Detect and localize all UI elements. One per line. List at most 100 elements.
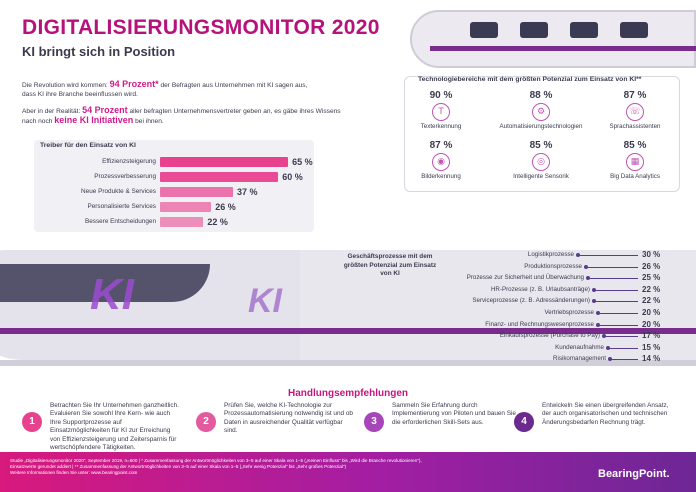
process-line xyxy=(586,266,638,268)
intro-p2-highlight: 54 Prozent xyxy=(82,105,128,115)
process-label: Produktionsprozesse xyxy=(524,262,582,270)
process-label: Prozesse zur Sicherheit und Überwachung xyxy=(466,274,584,282)
intro-p2-highlight-2: keine KI Initiativen xyxy=(54,115,134,125)
recommendation-text: Betrachten Sie Ihr Unternehmen ganzheitl… xyxy=(50,402,179,452)
drivers-panel xyxy=(34,140,314,232)
driver-bar xyxy=(160,187,233,197)
process-line xyxy=(588,278,638,280)
train-top-window xyxy=(620,22,648,38)
tech-item-label: Texterkennung xyxy=(420,123,462,130)
tech-item: 85 % ▦ Big Data Analytics xyxy=(590,140,680,180)
recommendation-text: Sammeln Sie Erfahrung durch Implementier… xyxy=(392,402,516,426)
processes-title: Geschäftsprozesse mit dem größten Potenz… xyxy=(343,253,437,277)
intro-paragraph-2: Aber in der Realität: 54 Prozent aller b… xyxy=(22,106,342,126)
footer-note-3: Weitere Informationen finden Sie unter: … xyxy=(10,470,138,476)
image-recognition-icon: ◉ xyxy=(432,153,450,171)
tech-item: 85 % ◎ Intelligente Sensorik xyxy=(496,140,586,180)
intro-p1-pre: Die Revolution wird kommen: xyxy=(22,82,110,89)
intro-p2-mid: aller befragten Unternehmensvertreter ge… xyxy=(22,108,341,125)
tech-item: 87 % ☏ Sprachassistenten xyxy=(590,90,680,130)
tech-item-label: Automatisierungstechnologien xyxy=(499,123,583,130)
process-label: Vertriebsprozesse xyxy=(544,309,594,316)
recommendation-number: 1 xyxy=(22,412,42,432)
driver-bar xyxy=(160,217,204,227)
tech-item-value: 87 % xyxy=(429,140,453,151)
process-label: Risikomanagement xyxy=(553,355,606,363)
driver-bar xyxy=(160,157,289,167)
driver-label: Personalisierte Services xyxy=(87,203,156,210)
process-label: Logistikprozesse xyxy=(527,251,574,258)
intro-p1-highlight: 94 Prozent* xyxy=(109,79,159,89)
page-subtitle: KI bringt sich in Position xyxy=(22,44,176,59)
footer-note-2: Einsatzwerte gerundet addiert | ** Zusam… xyxy=(10,464,347,470)
tech-item-label: Sprachassistenten xyxy=(609,123,661,130)
tech-item: 88 % ⚙ Automatisierungstechnologien xyxy=(496,90,586,130)
process-value: 22 % xyxy=(642,284,661,294)
footer-note-1: Studie „Digitalisierungsmonitor 2020", S… xyxy=(10,458,422,463)
process-value: 22 % xyxy=(642,296,661,306)
recommendation-text: Prüfen Sie, welche KI-Technologie zur Pr… xyxy=(224,402,353,435)
sensor-icon: ◎ xyxy=(532,153,550,171)
driver-label: Bessere Entscheidungen xyxy=(84,218,156,225)
process-label: HR-Prozesse (z. B. Urlaubsanträge) xyxy=(490,285,590,293)
process-line xyxy=(594,289,638,291)
driver-bar xyxy=(160,202,212,212)
process-value: 15 % xyxy=(642,342,661,352)
driver-value: 37 % xyxy=(236,187,258,197)
driver-value: 26 % xyxy=(215,202,236,212)
footer-notes: Studie „Digitalisierungsmonitor 2020", S… xyxy=(10,458,510,477)
tech-item: 90 % T Texterkennung xyxy=(396,90,486,130)
tech-item-label: Big Data Analytics xyxy=(610,173,660,180)
automation-icon: ⚙ xyxy=(532,103,550,121)
train-main-windshield xyxy=(0,264,210,302)
tech-item-label: Intelligente Sensorik xyxy=(513,173,569,180)
train-top-window xyxy=(570,22,598,38)
footer-bar xyxy=(0,452,696,492)
driver-value: 60 % xyxy=(282,172,303,182)
process-value: 17 % xyxy=(642,331,661,341)
process-line xyxy=(598,324,638,326)
process-label: Kundenaufnahme xyxy=(555,343,604,351)
train-illustration-top xyxy=(410,0,696,80)
process-line xyxy=(604,336,638,338)
train-top-window xyxy=(520,22,548,38)
train-main-carriage xyxy=(300,250,696,360)
bearingpoint-logo: BearingPoint. xyxy=(598,468,670,480)
tech-areas-panel xyxy=(404,76,680,192)
tech-areas-title: Technologiebereiche mit dem größten Pote… xyxy=(418,76,642,83)
train-ki-logo-2: KI xyxy=(248,282,282,320)
driver-value: 65 % xyxy=(292,157,313,167)
intro-p2-pre: Aber in der Realität: xyxy=(22,108,83,115)
process-line xyxy=(578,255,638,256)
driver-value: 22 % xyxy=(207,217,228,227)
process-line xyxy=(594,301,638,303)
tech-item-value: 85 % xyxy=(623,140,647,151)
recommendation-text: Entwickeln Sie einen übergreifenden Ansa… xyxy=(542,402,669,426)
process-label: Finanz- und Rechnungswesenprozesse xyxy=(485,320,594,328)
process-label: Serviceprozesse (z. B. Adressänderungen) xyxy=(472,297,590,305)
intro-p1-post: der Befragten aus Unternehmen mit KI sag… xyxy=(22,82,308,98)
train-illustration-main xyxy=(0,242,696,372)
train-top-window xyxy=(470,22,498,38)
process-value: 20 % xyxy=(642,308,661,317)
driver-bar xyxy=(160,172,279,182)
process-line xyxy=(608,347,638,349)
process-value: 30 % xyxy=(642,250,661,259)
driver-label: Effizienzsteigerung xyxy=(102,158,156,165)
tech-item-value: 85 % xyxy=(529,140,553,151)
process-value: 25 % xyxy=(642,273,661,283)
intro-paragraph-1: Die Revolution wird kommen: 94 Prozent* … xyxy=(22,80,322,99)
process-value: 14 % xyxy=(642,354,661,364)
page-title: DIGITALISIERUNGSMONITOR 2020 xyxy=(22,16,380,39)
tech-item: 87 % ◉ Bilderkennung xyxy=(396,140,486,180)
recommendation-number: 4 xyxy=(514,412,534,432)
tech-item-label: Bilderkennung xyxy=(421,173,461,180)
process-label: Einkaufsprozesse (Purchase to Pay) xyxy=(499,332,600,340)
train-top-body xyxy=(410,10,696,68)
tech-item-value: 90 % xyxy=(429,90,453,101)
drivers-title: Treiber für den Einsatz von KI xyxy=(40,142,136,149)
text-recognition-icon: T xyxy=(432,103,450,121)
tech-item-value: 87 % xyxy=(623,90,647,101)
process-value: 26 % xyxy=(642,261,661,271)
train-top-stripe xyxy=(430,46,696,51)
